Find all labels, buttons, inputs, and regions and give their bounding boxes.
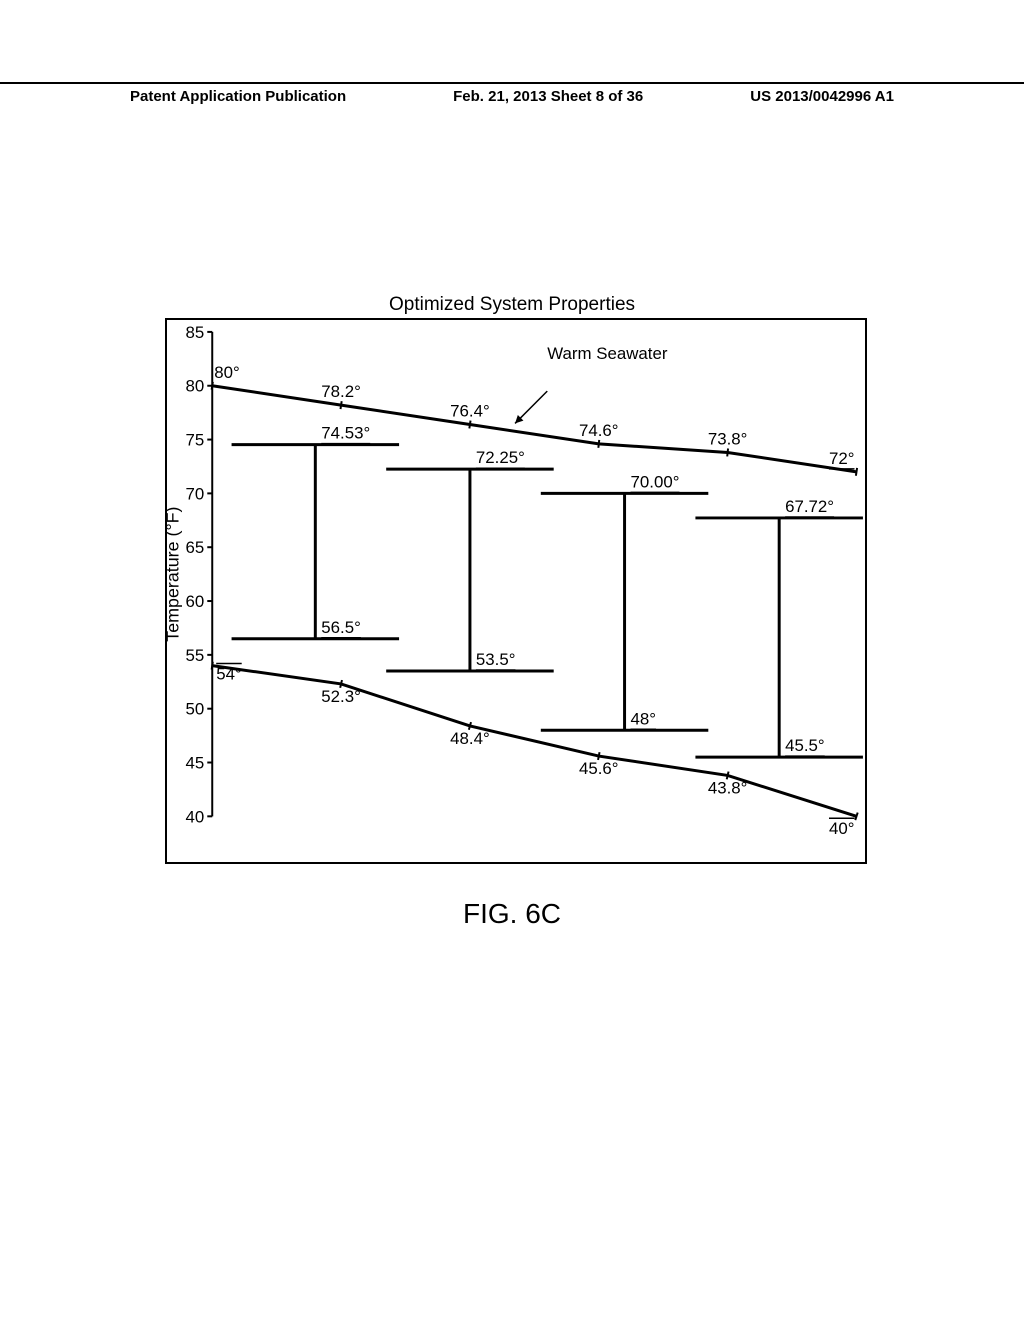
series-tick (855, 813, 857, 821)
y-tick-label: 70 (186, 484, 205, 503)
series-line (212, 386, 856, 472)
point-label: 45.6° (579, 759, 619, 778)
ibeam-bottom-label: 45.5° (785, 736, 825, 755)
y-tick-label: 50 (186, 700, 205, 719)
y-tick-label: 65 (186, 538, 205, 557)
point-label: 80° (214, 363, 240, 382)
chart-title: Optimized System Properties (0, 294, 1024, 316)
chart-frame: 40 45 50 55 60 65 70 75 80 85 Temperature (°F) 80° 7… (165, 318, 867, 864)
ibeam-top-label: 70.00° (631, 472, 680, 491)
ibeam-top-label: 72.25° (476, 448, 525, 467)
series-label: Warm Seawater (547, 344, 668, 363)
y-axis-label: Temperature (°F) (167, 507, 182, 642)
y-tick-label: 40 (186, 807, 205, 826)
y-tick-label: 75 (186, 431, 205, 450)
ibeam-bottom-label: 56.5° (321, 618, 361, 637)
point-label: 74.6° (579, 421, 619, 440)
y-tick-label: 55 (186, 646, 205, 665)
chart-svg: 40 45 50 55 60 65 70 75 80 85 Temperature (°F) 80° 7… (167, 320, 865, 862)
series-tick (341, 401, 342, 409)
series-tick (469, 421, 470, 429)
point-label: 76.4° (450, 402, 490, 421)
header-left: Patent Application Publication (130, 88, 346, 105)
series-tick (727, 449, 728, 457)
point-label: 78.2° (321, 382, 361, 401)
figure-label: FIG. 6C (0, 898, 1024, 930)
ibeam-top-label: 67.72° (785, 497, 834, 516)
ibeam-bottom-label: 48° (631, 709, 657, 728)
point-label: 43.8° (708, 778, 748, 797)
y-tick-label: 60 (186, 592, 205, 611)
y-tick-label: 80 (186, 377, 205, 396)
point-label: 48.4° (450, 729, 490, 748)
series-tick (598, 440, 599, 448)
point-label: 54° (216, 665, 242, 684)
point-label: 73.8° (708, 430, 748, 449)
header-center: Feb. 21, 2013 Sheet 8 of 36 (453, 88, 643, 105)
y-tick-label: 85 (186, 323, 205, 342)
series-tick (212, 382, 213, 390)
y-tick-label: 45 (186, 753, 205, 772)
point-label: 72° (829, 449, 855, 468)
ibeam-bottom-label: 53.5° (476, 650, 516, 669)
point-label: 52.3° (321, 687, 361, 706)
header-right: US 2013/0042996 A1 (750, 88, 894, 105)
series-tick (856, 468, 857, 476)
ibeam-top-label: 74.53° (321, 424, 370, 443)
page-header: Patent Application Publication Feb. 21, … (0, 82, 1024, 105)
point-label: 40° (829, 819, 855, 838)
series-tick (212, 662, 213, 670)
series-line (212, 666, 856, 817)
